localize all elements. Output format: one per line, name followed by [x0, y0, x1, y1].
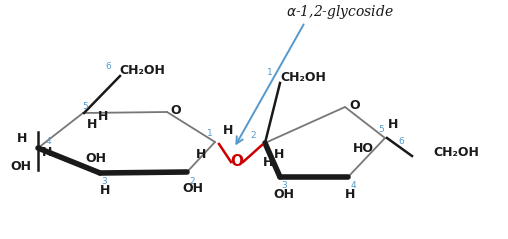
Text: 4: 4 — [350, 181, 356, 190]
Text: H: H — [87, 118, 97, 130]
Text: 2: 2 — [250, 131, 256, 141]
Text: 6: 6 — [398, 137, 404, 147]
Text: CH₂OH: CH₂OH — [119, 64, 165, 76]
Text: OH: OH — [273, 189, 295, 201]
Text: 5: 5 — [378, 125, 384, 135]
Text: 4: 4 — [45, 136, 51, 146]
Text: CH₂OH: CH₂OH — [433, 146, 479, 158]
Text: O: O — [350, 98, 360, 112]
Text: HO: HO — [353, 141, 373, 154]
Text: 6: 6 — [105, 61, 111, 71]
Text: OH: OH — [182, 183, 204, 196]
Text: 2: 2 — [189, 176, 195, 185]
Text: H: H — [274, 148, 284, 162]
Text: H: H — [263, 157, 273, 169]
Text: 5: 5 — [82, 102, 88, 110]
Text: O: O — [231, 154, 243, 169]
Text: H: H — [100, 184, 110, 196]
Text: H: H — [98, 109, 108, 123]
Text: OH: OH — [85, 152, 107, 164]
Text: 1: 1 — [267, 67, 273, 76]
Text: H: H — [42, 147, 52, 159]
Text: 3: 3 — [101, 178, 107, 186]
Text: H: H — [223, 124, 233, 136]
Text: H: H — [196, 147, 206, 161]
Text: H: H — [345, 189, 355, 201]
Text: O: O — [171, 103, 181, 116]
Text: H: H — [17, 131, 27, 145]
Text: 3: 3 — [281, 181, 287, 190]
Text: H: H — [388, 118, 398, 130]
Text: OH: OH — [11, 161, 31, 174]
Text: 1: 1 — [207, 129, 213, 137]
Text: CH₂OH: CH₂OH — [280, 71, 326, 83]
Text: $\mathit{\alpha}$-1,2-glycoside: $\mathit{\alpha}$-1,2-glycoside — [286, 3, 394, 21]
